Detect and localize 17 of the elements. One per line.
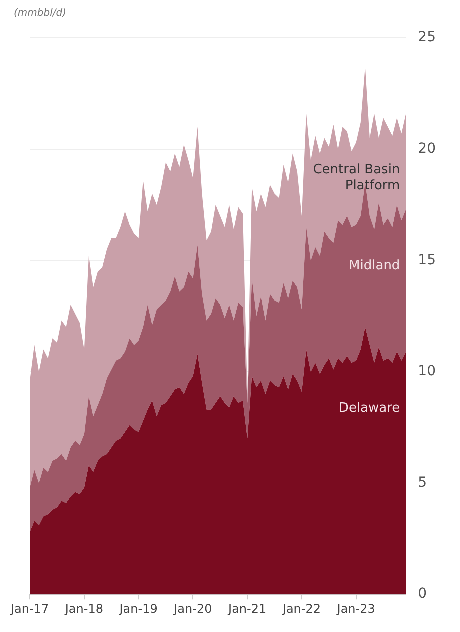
x-tick-label: Jan-17 — [10, 602, 50, 616]
x-tick-label: Jan-21 — [228, 602, 267, 616]
x-tick-label: Jan-23 — [336, 602, 376, 616]
x-tick-label: Jan-20 — [173, 602, 212, 616]
series-label: Central Basin Platform — [313, 162, 400, 194]
y-tick-label: 20 — [418, 140, 436, 157]
y-tick-label: 5 — [418, 474, 428, 491]
series-label: Delaware — [338, 400, 400, 416]
y-tick-label: 15 — [418, 252, 436, 268]
y-axis-title: (mmbbl/d) — [14, 8, 66, 19]
x-tick-label: Jan-19 — [118, 602, 158, 616]
y-tick-label: 10 — [418, 364, 436, 380]
x-tick-label: Jan-18 — [64, 602, 104, 616]
y-tick-label: 0 — [418, 586, 428, 602]
y-tick-label: 25 — [418, 30, 436, 46]
series-label: Midland — [349, 258, 400, 274]
x-tick-label: Jan-22 — [282, 602, 322, 616]
